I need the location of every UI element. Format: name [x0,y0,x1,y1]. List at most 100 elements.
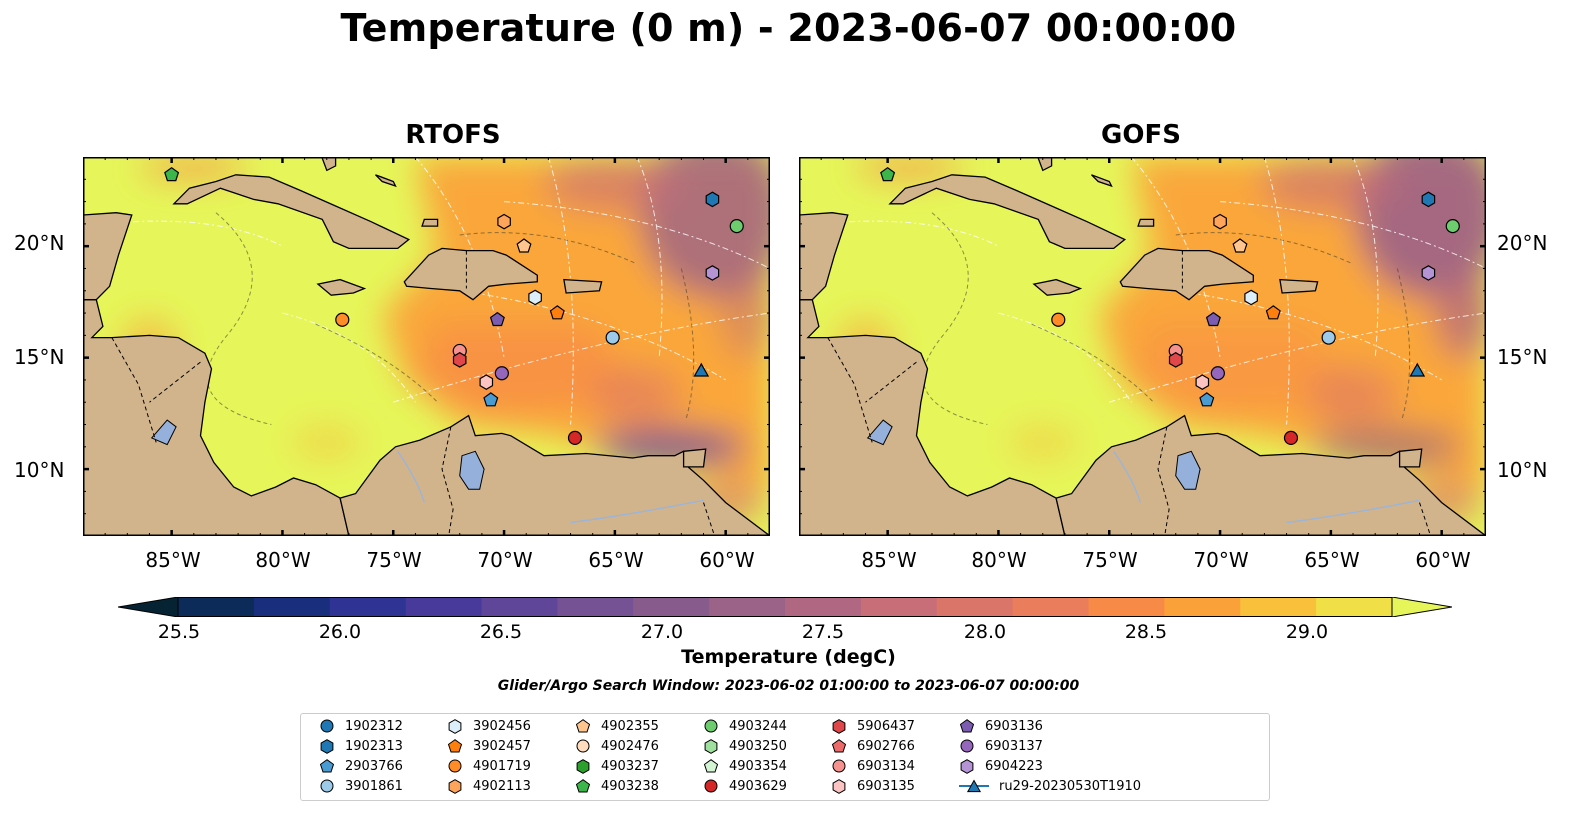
land-puertoRico [1279,278,1319,294]
land-trinidad [1398,448,1423,468]
float-marker-icon [448,779,462,794]
argo-float-marker[interactable] [1232,238,1248,253]
float-marker-icon [832,779,846,794]
lat-label-10n-right: 10°N [1497,458,1548,482]
lake [866,419,893,446]
argo-float-marker[interactable] [1445,219,1460,234]
argo-float-marker[interactable] [1051,312,1066,327]
argo-float-marker[interactable] [705,191,720,208]
legend-item: 3902457 [447,737,531,755]
argo-float-marker[interactable] [1210,366,1225,381]
argo-float-marker[interactable] [164,166,180,182]
land-hispaniola [1119,247,1254,301]
float-marker-icon [448,719,462,734]
argo-float-marker[interactable] [705,265,720,281]
argo-float-marker[interactable] [1265,305,1281,320]
float-marker-icon [575,779,591,793]
legend-label: 6903135 [857,778,915,794]
legend-label: 1902313 [345,738,403,754]
land-southAmerica [339,414,770,536]
glider-marker[interactable] [1409,362,1426,377]
legend-label: 4903244 [729,718,787,734]
argo-float-marker[interactable] [605,330,620,345]
land-bahama1 [1037,157,1053,172]
legend-item: 2903766 [319,757,403,775]
argo-float-marker[interactable] [1168,352,1183,368]
land-jamaica [316,278,367,296]
argo-float-marker[interactable] [1213,213,1227,230]
rtofs-map[interactable] [83,157,770,536]
argo-float-marker[interactable] [1195,374,1210,390]
lat-label-15n-right: 15°N [1497,345,1548,369]
lon-label-85w: 85°W [861,548,917,572]
legend-label: 3902456 [473,718,531,734]
land-bahama2 [375,174,397,188]
colorbar-extend-min [117,596,179,618]
argo-float-marker[interactable] [549,305,565,320]
colorbar-segment [1240,597,1317,617]
legend-item: 4902476 [575,737,659,755]
search-window-text: Glider/Argo Search Window: 2023-06-02 01… [497,678,1080,694]
argo-float-marker[interactable] [528,289,542,306]
float-marker-icon [320,779,334,793]
land-puertoRico [563,278,603,294]
legend-item: 4901719 [447,757,531,775]
land-cuba [888,174,1127,250]
legend-label: 4902113 [473,778,531,794]
legend-item: 4903238 [575,777,659,795]
argo-float-marker[interactable] [567,430,583,446]
land-bahama1 [321,157,337,172]
legend-label: 4903250 [729,738,787,754]
argo-float-marker[interactable] [1321,330,1336,345]
lat-label-20n-right: 20°N [1497,231,1548,255]
argo-float-marker[interactable] [1421,191,1436,208]
colorbar-tick: 26.5 [479,621,523,643]
legend-item: 4903237 [575,757,659,775]
land-centralAmerica [799,299,1066,536]
colorbar-segment [860,597,938,617]
colorbar-segment [178,597,255,617]
argo-float-marker[interactable] [516,238,532,253]
glider-marker[interactable] [693,362,710,377]
land-hispaniola [403,247,538,301]
argo-float-marker[interactable] [1199,392,1215,407]
lon-label-75w: 75°W [366,548,422,572]
argo-float-marker[interactable] [494,366,509,381]
legend-label: 4903237 [601,758,659,774]
gofs-map[interactable] [799,157,1486,536]
legend-item: 3901861 [319,777,403,795]
lon-label-70w: 70°W [1193,548,1249,572]
argo-float-marker[interactable] [1421,265,1436,281]
lake [150,419,177,446]
argo-float-marker[interactable] [1205,311,1221,327]
lake [1175,450,1201,490]
argo-float-marker[interactable] [483,392,499,407]
map-frame [83,157,770,536]
legend-label: 4903629 [729,778,787,794]
legend-label: 3902457 [473,738,531,754]
argo-float-marker[interactable] [880,166,896,182]
legend-label: 4903354 [729,758,787,774]
legend-item: 6903136 [959,717,1043,735]
lon-label-65w: 65°W [1304,548,1360,572]
argo-float-marker[interactable] [1283,430,1299,446]
panel-title-rtofs: RTOFS [405,120,501,150]
argo-float-marker[interactable] [729,219,744,234]
argo-float-marker[interactable] [1244,289,1258,306]
float-marker-icon [832,719,846,734]
land-yucatan [799,212,849,301]
argo-float-marker[interactable] [489,311,505,327]
colorbar-segment [709,597,786,617]
land-trinidad [682,448,707,468]
argo-float-marker[interactable] [335,312,350,327]
legend-label: 4902355 [601,718,659,734]
land-southAmerica [1055,414,1486,536]
legend-label: 6903134 [857,758,915,774]
argo-float-marker[interactable] [479,374,494,390]
argo-float-marker[interactable] [497,213,511,230]
argo-float-marker[interactable] [452,352,467,368]
colorbar-segment [1316,597,1393,617]
legend-label: 5906437 [857,718,915,734]
float-marker-icon [832,759,846,773]
legend-label: 3901861 [345,778,403,794]
